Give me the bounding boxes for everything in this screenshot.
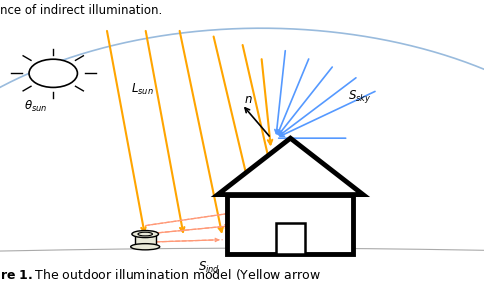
Text: $\bf{re\ 1.}$The outdoor illumination model (Yellow arrow: $\bf{re\ 1.}$The outdoor illumination mo… bbox=[0, 267, 321, 282]
Text: $n$: $n$ bbox=[244, 93, 253, 106]
Bar bbox=[227, 195, 353, 254]
Ellipse shape bbox=[132, 231, 159, 237]
Circle shape bbox=[29, 59, 77, 87]
Text: $S_{sky}$: $S_{sky}$ bbox=[348, 88, 372, 105]
Text: nce of indirect illumination.: nce of indirect illumination. bbox=[0, 4, 162, 17]
Text: $\theta_{sun}$: $\theta_{sun}$ bbox=[24, 99, 47, 114]
Polygon shape bbox=[218, 138, 363, 195]
Bar bbox=[135, 234, 156, 247]
Ellipse shape bbox=[131, 244, 160, 250]
Text: $L_{sun}$: $L_{sun}$ bbox=[131, 82, 153, 97]
Text: $S_{ind}$: $S_{ind}$ bbox=[198, 260, 221, 275]
Bar bbox=[276, 223, 305, 254]
